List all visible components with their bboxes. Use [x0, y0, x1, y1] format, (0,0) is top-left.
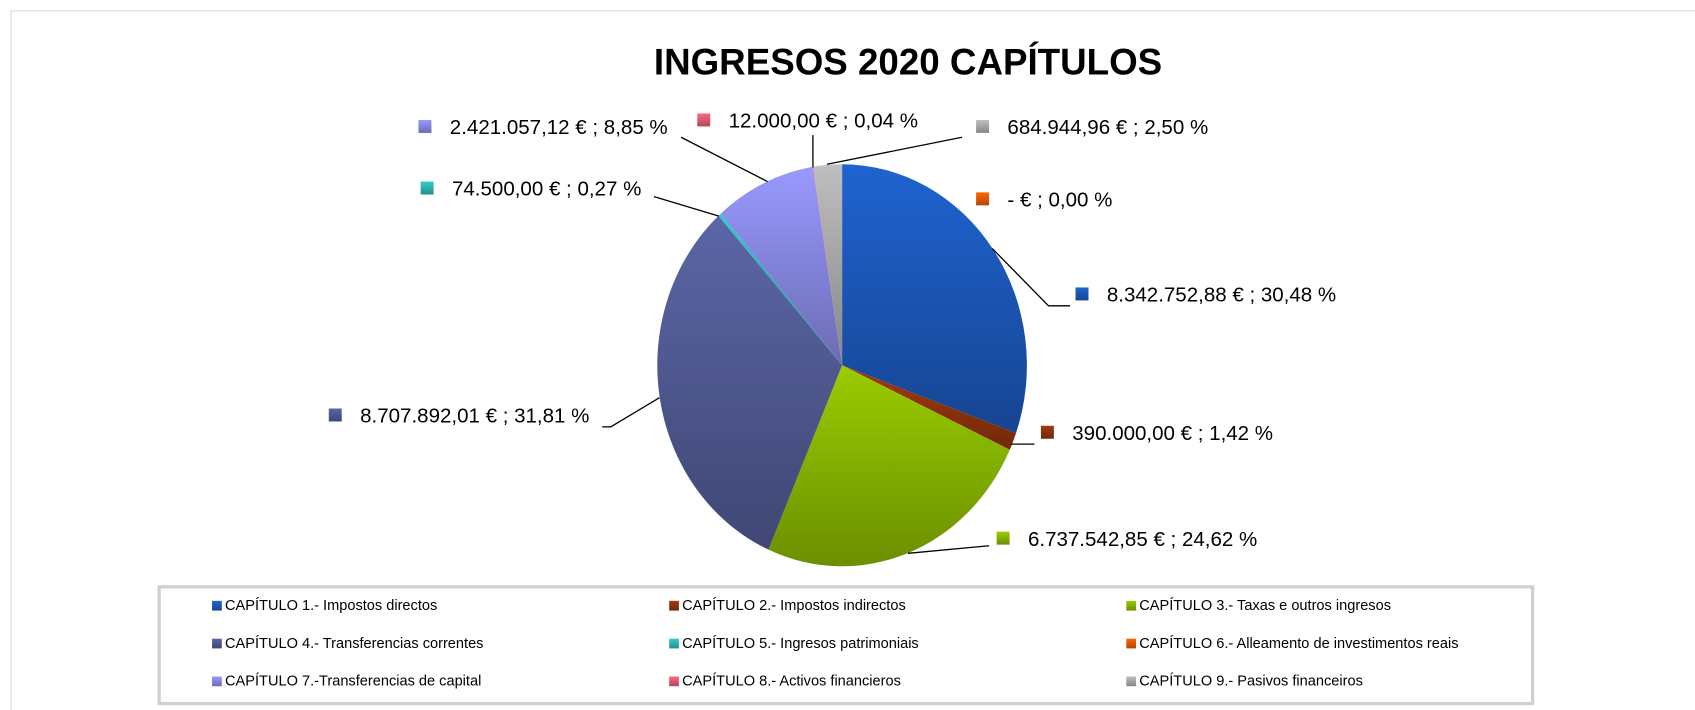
legend-swatch — [212, 600, 222, 611]
legend-swatch — [212, 676, 222, 687]
leader-line — [653, 196, 720, 217]
legend-label: CAPÍTULO 1.- Impostos directos — [225, 597, 437, 614]
legend-label: CAPÍTULO 4.- Transferencias correntes — [225, 635, 483, 652]
data-label: 6.737.542,85 € ; 24,62 % — [1028, 528, 1257, 551]
leader-line — [991, 248, 1071, 307]
leader-line — [602, 397, 660, 428]
legend-swatch — [1126, 676, 1137, 687]
leader-line — [826, 136, 963, 165]
label-key — [420, 181, 434, 195]
legend-swatch — [1126, 638, 1137, 649]
legend-label: CAPÍTULO 8.- Activos financieros — [682, 673, 901, 690]
data-label: 74.500,00 € ; 0,27 % — [452, 178, 641, 201]
label-key — [328, 408, 342, 422]
legend-swatch — [1126, 600, 1137, 611]
pie-slice — [842, 164, 1027, 434]
legend-label: CAPÍTULO 9.- Pasivos financeiros — [1139, 673, 1363, 690]
label-key — [418, 119, 432, 133]
legend-swatch — [669, 676, 679, 687]
legend-label: CAPÍTULO 7.-Transferencias de capital — [225, 673, 481, 690]
legend-label: CAPÍTULO 6.- Alleamento de investimentos… — [1139, 635, 1458, 652]
data-label: 8.707.892,01 € ; 31,81 % — [360, 405, 589, 428]
pie-slice — [720, 166, 843, 366]
pie-slice — [718, 213, 843, 366]
leader-line — [907, 545, 990, 554]
legend-swatch — [669, 600, 679, 611]
data-label: - € ; 0,00 % — [1007, 188, 1112, 211]
label-key — [1075, 287, 1089, 301]
pie-slice — [657, 215, 843, 550]
pie-slice — [842, 365, 1017, 450]
label-key — [976, 119, 990, 133]
data-label: 684.944,96 € ; 2,50 % — [1007, 116, 1208, 139]
label-key — [976, 192, 990, 206]
data-label: 8.342.752,88 € ; 30,48 % — [1107, 284, 1336, 307]
label-key — [1040, 425, 1054, 439]
pie-slice — [813, 164, 843, 366]
legend-box — [157, 585, 1535, 706]
data-label: 2.421.057,12 € ; 8,85 % — [450, 116, 668, 139]
label-key — [697, 113, 711, 127]
leader-line — [680, 136, 768, 183]
label-key — [996, 531, 1010, 545]
data-label: 12.000,00 € ; 0,04 % — [729, 110, 918, 133]
legend-label: CAPÍTULO 5.- Ingresos patrimoniais — [682, 635, 919, 652]
legend-swatch — [669, 638, 679, 649]
pie-slice — [768, 365, 1010, 567]
chart-frame — [10, 10, 1695, 710]
legend-label: CAPÍTULO 3.- Taxas e outros ingresos — [1139, 597, 1391, 614]
legend-label: CAPÍTULO 2.- Impostos indirectos — [682, 597, 906, 614]
chart-title: INGRESOS 2020 CAPÍTULOS — [654, 42, 1162, 83]
legend-swatch — [212, 638, 222, 649]
data-label: 390.000,00 € ; 1,42 % — [1072, 422, 1273, 445]
pie-slice — [812, 166, 843, 366]
